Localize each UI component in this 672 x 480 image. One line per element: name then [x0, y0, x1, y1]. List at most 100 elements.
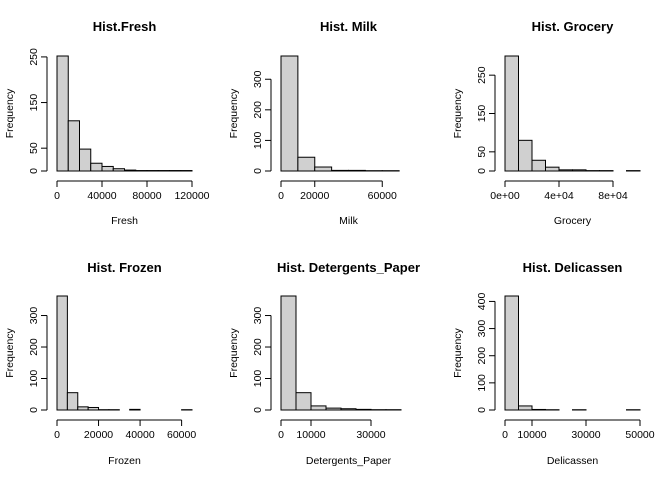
y-tick-label: 0: [252, 168, 264, 174]
x-axis-label: Frozen: [108, 455, 141, 467]
x-axis-label: Milk: [339, 215, 358, 227]
histogram-bar: [90, 162, 103, 172]
y-tick-label: 100: [476, 374, 488, 392]
x-axis-label: Detergents_Paper: [306, 455, 392, 467]
histogram-bar: [124, 169, 137, 172]
x-tick-label: 0: [54, 429, 60, 441]
x-tick-label: 0e+00: [490, 190, 520, 202]
y-tick-label: 100: [252, 370, 264, 388]
x-tick-label: 20000: [84, 429, 113, 441]
histogram-bar: [112, 168, 125, 172]
histogram-bar: [77, 406, 89, 411]
y-tick-label: 250: [28, 48, 40, 66]
x-tick-label: 30000: [356, 429, 385, 441]
x-tick-label: 4e+04: [544, 190, 574, 202]
y-tick-label: 0: [28, 168, 40, 174]
histogram-bar: [101, 165, 114, 172]
histogram-bar: [310, 405, 327, 411]
x-tick-label: 8e+04: [598, 190, 628, 202]
x-tick-label: 10000: [296, 429, 325, 441]
y-tick-label: 150: [28, 94, 40, 112]
y-tick-label: 0: [28, 407, 40, 413]
x-tick-label: 60000: [167, 429, 196, 441]
histogram-bar: [518, 405, 533, 411]
x-tick-label: 50000: [625, 429, 654, 441]
histogram-bar: [87, 406, 100, 411]
histogram-bar: [504, 55, 519, 172]
y-tick-label: 0: [476, 407, 488, 413]
histogram-bar: [56, 295, 68, 411]
x-axis-label: Grocery: [554, 215, 592, 227]
y-tick-label: 200: [476, 347, 488, 365]
y-axis-label: Frequency: [4, 88, 16, 138]
y-tick-label: 300: [252, 307, 264, 325]
chart-title: Hist. Detergents_Paper: [277, 260, 420, 275]
histogram-bar: [340, 408, 357, 411]
histogram-bar: [314, 166, 333, 172]
histogram-panel-frozen: Hist. Frozen 0 20000 40000 60000 0 100 200 300 Fr…: [4, 260, 196, 467]
y-tick-label: 300: [28, 307, 40, 325]
y-tick-label: 300: [476, 320, 488, 338]
x-tick-label: 30000: [571, 429, 600, 441]
histogram-bar: [66, 392, 79, 411]
histogram-bar: [297, 156, 316, 172]
histogram-bar: [348, 169, 366, 172]
histogram-bar: [558, 169, 573, 172]
y-tick-label: 0: [252, 407, 264, 413]
histogram-panel-fresh: Hist.Fresh 0 40000 80000 120000 0 50 150 250 Fres…: [4, 19, 210, 227]
histogram-bar: [504, 295, 519, 411]
histogram-bar: [295, 392, 312, 411]
y-axis-label: Frequency: [452, 88, 464, 138]
chart-title: Hist. Grocery: [532, 19, 614, 34]
y-tick-label: 100: [252, 132, 264, 150]
x-tick-label: 0: [54, 190, 60, 202]
histogram-bar: [531, 159, 546, 172]
y-axis-label: Frequency: [228, 327, 240, 377]
histogram-panel-detergents-paper: Hist. Detergents_Paper 0 10000 30000 0 100 200…: [228, 260, 420, 467]
histogram-bar: [56, 55, 69, 172]
y-axis-label: Frequency: [452, 327, 464, 377]
x-tick-label: 40000: [125, 429, 154, 441]
x-axis-label: Delicassen: [547, 455, 599, 467]
x-axis-label: Fresh: [111, 215, 138, 227]
x-tick-label: 120000: [174, 190, 209, 202]
histogram-bar: [545, 166, 560, 172]
x-tick-label: 0: [502, 429, 508, 441]
histogram-bar: [572, 169, 587, 172]
x-tick-label: 10000: [517, 429, 546, 441]
y-tick-label: 200: [252, 101, 264, 119]
histogram-bar: [129, 408, 141, 411]
histogram-bar: [67, 120, 80, 172]
histogram-panel-milk: Hist. Milk 0 20000 60000 0 100 200 300 Milk Frequ…: [228, 19, 400, 227]
histogram-bar: [280, 295, 297, 411]
histogram-bar: [79, 148, 92, 172]
chart-title: Hist. Frozen: [87, 260, 161, 275]
histogram-panel-delicassen: Hist. Delicassen 0 10000 30000 50000 0 100 200 3…: [452, 260, 655, 467]
histogram-panel-grocery: Hist. Grocery 0e+00 4e+04 8e+04 0 50 150 250 Gro…: [452, 19, 641, 227]
x-tick-label: 80000: [132, 190, 161, 202]
x-tick-label: 20000: [300, 190, 329, 202]
y-tick-label: 100: [28, 370, 40, 388]
histogram-bar: [325, 407, 342, 411]
y-tick-label: 300: [252, 70, 264, 88]
chart-title: Hist. Delicassen: [523, 260, 623, 275]
y-axis-label: Frequency: [228, 88, 240, 138]
x-tick-label: 0: [278, 429, 284, 441]
y-tick-label: 50: [476, 146, 488, 158]
histogram-bar: [280, 55, 299, 172]
y-tick-label: 0: [476, 168, 488, 174]
chart-title: Hist. Milk: [320, 19, 378, 34]
histogram-bar: [331, 169, 350, 172]
y-tick-label: 200: [28, 338, 40, 356]
y-axis-label: Frequency: [4, 327, 16, 377]
histogram-bar: [518, 139, 533, 172]
chart-title: Hist.Fresh: [93, 19, 157, 34]
histogram-bar: [355, 408, 372, 411]
x-tick-label: 40000: [87, 190, 116, 202]
x-tick-label: 60000: [368, 190, 397, 202]
y-tick-label: 400: [476, 293, 488, 311]
x-tick-label: 0: [278, 190, 284, 202]
y-tick-label: 50: [28, 142, 40, 154]
y-tick-label: 150: [476, 105, 488, 123]
